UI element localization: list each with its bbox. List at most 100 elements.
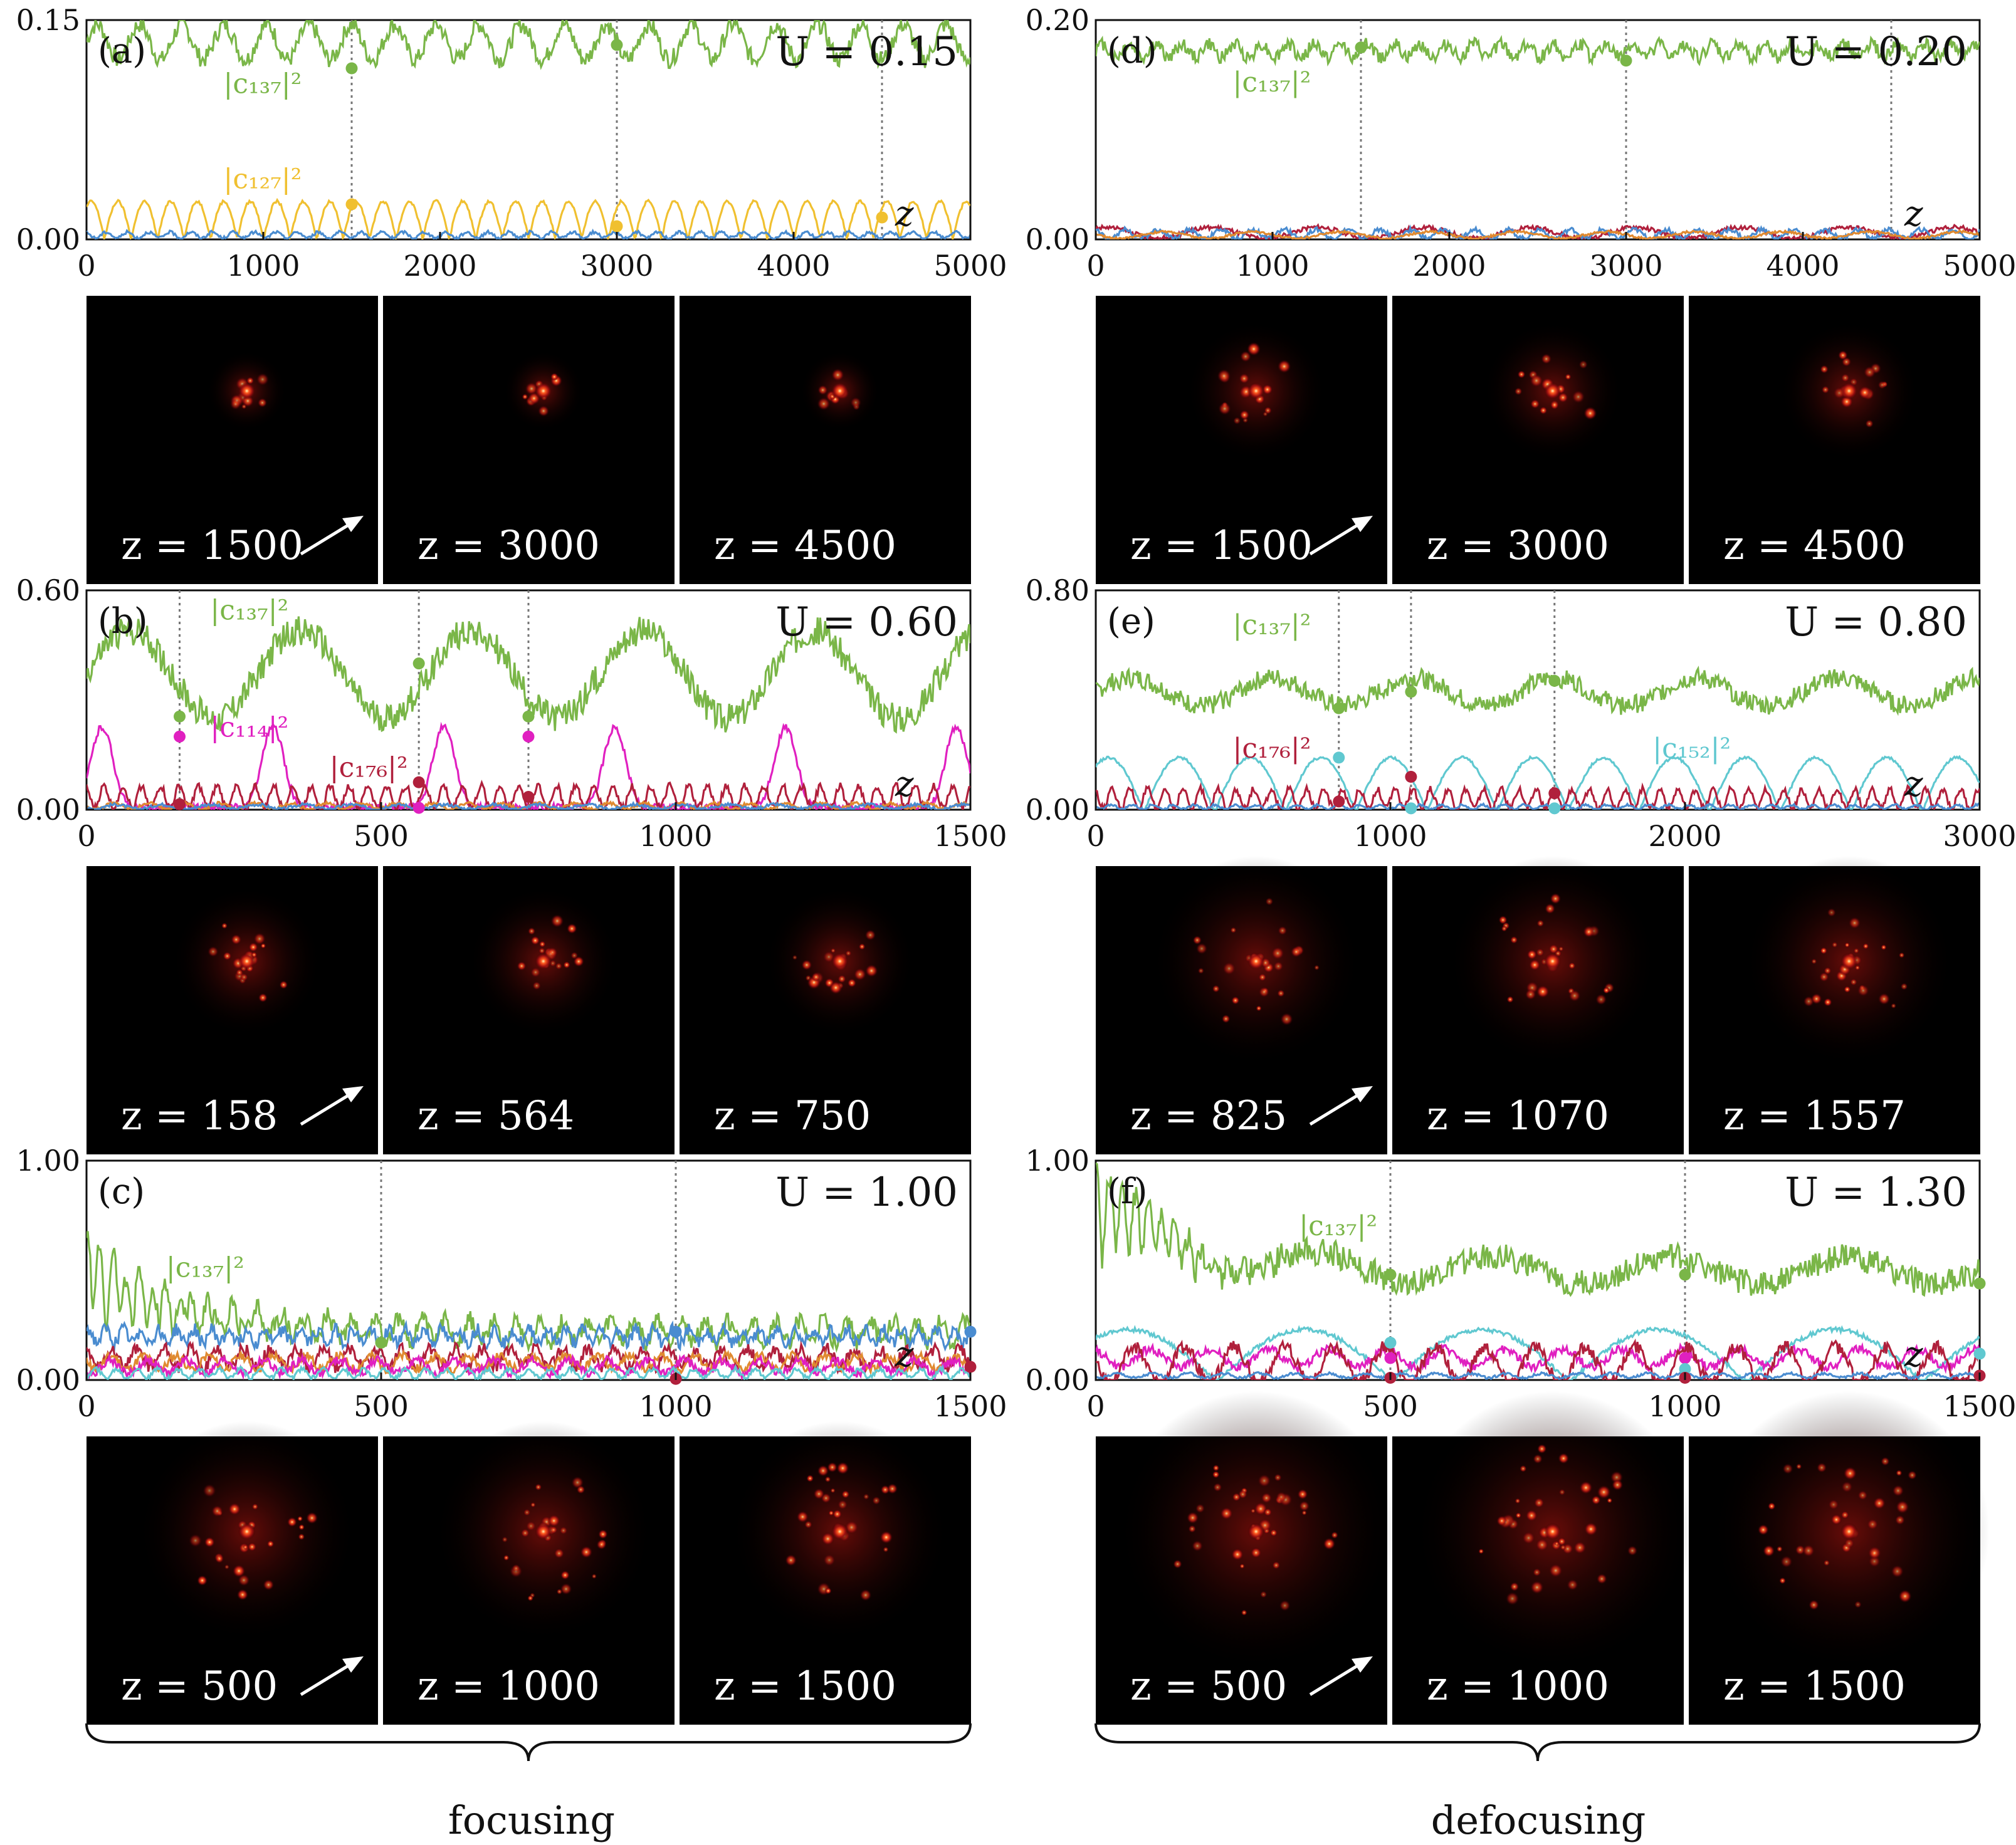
speckle-spot <box>298 1524 305 1530</box>
speckle-spot <box>836 1461 849 1475</box>
snapshot-z-label: z = 158 <box>121 1093 278 1139</box>
speckle-spot <box>1271 946 1284 960</box>
speckle-spot <box>596 1539 607 1550</box>
u-parameter-label: U = 1.30 <box>1785 1169 1967 1216</box>
speckle-spot <box>1853 948 1860 954</box>
beam-core <box>534 952 552 970</box>
x-tick-label: 500 <box>354 1389 409 1423</box>
beam-core <box>1247 952 1265 970</box>
beam-core <box>1543 1522 1562 1540</box>
speckle-spot <box>1195 943 1208 954</box>
speckle-spot <box>232 1564 246 1577</box>
x-tick-label: 0 <box>1086 249 1105 283</box>
speckle-spot <box>1299 1500 1310 1512</box>
speckle-spot <box>1817 1462 1827 1473</box>
speckle-spot <box>573 956 584 967</box>
speckle-spot <box>1857 985 1869 997</box>
speckle-spot <box>1881 1456 1890 1466</box>
speckle-spot <box>817 1465 829 1477</box>
speckle-spot <box>231 934 242 945</box>
arrow-northeast-icon <box>300 1656 364 1696</box>
speckle-spot <box>1612 1479 1624 1491</box>
speckle-spot <box>211 1505 223 1517</box>
speckle-spot <box>1250 1508 1256 1513</box>
speckle-spot <box>221 922 228 929</box>
speckle-spot <box>525 1520 537 1532</box>
x-tick-label: 0 <box>77 1389 95 1423</box>
data-point <box>174 798 186 810</box>
snapshot-z-label: z = 1500 <box>714 1663 896 1710</box>
z-axis-label: z <box>895 764 914 805</box>
beam-core <box>1840 952 1858 970</box>
speckle-spot <box>1212 985 1220 993</box>
x-tick-label: 1500 <box>1943 1389 2016 1423</box>
series-line-orange <box>1096 229 1980 239</box>
speckle-spot <box>1498 915 1508 924</box>
speckle-spot <box>1758 1524 1769 1535</box>
speckle-spot <box>1898 952 1905 958</box>
speckle-spot <box>845 950 852 957</box>
series-group <box>1096 666 1980 810</box>
u-parameter-label: U = 0.15 <box>775 29 958 75</box>
speckle-spot <box>1843 1466 1857 1480</box>
x-tick-label: 500 <box>1363 1389 1418 1423</box>
speckle-spot <box>1881 944 1887 951</box>
speckle-spot <box>1250 1547 1262 1559</box>
data-point <box>876 211 888 224</box>
series-line-blue <box>1096 1371 1980 1380</box>
beam-core <box>238 952 256 970</box>
speckle-spot <box>1568 990 1581 1002</box>
speckle-spot <box>1844 986 1851 993</box>
speckle-spot <box>197 1575 207 1586</box>
speckle-spot <box>1595 993 1607 1005</box>
speckle-spot <box>1192 1540 1203 1552</box>
speckle-spot <box>1840 1510 1849 1519</box>
snapshot-image: z = 3000 <box>383 296 675 584</box>
speckle-spot <box>224 1564 229 1570</box>
plot-frame <box>85 1159 972 1381</box>
speckle-spot <box>1541 353 1552 365</box>
beam-core <box>831 382 849 400</box>
series-line-crimson <box>87 1341 970 1377</box>
arrow-northeast-icon <box>300 516 364 556</box>
speckle-spot <box>1239 410 1250 420</box>
speckle-spot <box>240 973 248 981</box>
speckle-spot <box>1515 1512 1522 1518</box>
speckle-spot <box>1501 925 1508 932</box>
speckle-spot <box>1548 1564 1563 1578</box>
y-tick-label: 0.00 <box>1026 222 1089 256</box>
y-tick-label: 0.15 <box>16 3 80 37</box>
speckle-spot <box>1584 1522 1598 1536</box>
speckle-spot <box>823 1554 836 1567</box>
speckle-spot <box>228 1502 241 1516</box>
data-point <box>1405 686 1417 698</box>
speckle-spot <box>1517 370 1526 379</box>
speckle-spot <box>1867 1518 1879 1530</box>
speckle-spot <box>550 914 564 928</box>
speckle-spot <box>1550 399 1560 410</box>
data-point <box>1548 674 1561 687</box>
speckle-spot <box>189 1534 202 1547</box>
beam-core <box>534 382 552 400</box>
speckle-spot <box>1578 360 1588 369</box>
speckle-spot <box>1241 1609 1247 1616</box>
speckle-spot <box>1510 936 1518 944</box>
speckle-spot <box>792 954 797 960</box>
speckle-spot <box>1828 1499 1839 1510</box>
x-tick-label: 0 <box>1086 1389 1105 1423</box>
speckle-spot <box>1506 996 1514 1003</box>
chart-panel-b: 0 500 1000 1500 0.00 0.60 (b) U = 0.60 z |c₁₃₇|² |… <box>16 573 1007 1154</box>
snapshot-image: z = 564 <box>383 866 675 1154</box>
speckle-spot <box>1265 897 1274 906</box>
snapshot-z-label: z = 500 <box>1130 1663 1287 1710</box>
speckle-spot <box>883 1546 889 1552</box>
speckle-spot <box>559 1526 568 1535</box>
speckle-spot <box>1258 986 1270 998</box>
snapshot-background <box>680 296 971 584</box>
data-point <box>412 802 425 814</box>
speckle-spot <box>247 1542 257 1552</box>
speckle-spot <box>236 1589 248 1601</box>
z-axis-label: z <box>895 1334 914 1375</box>
